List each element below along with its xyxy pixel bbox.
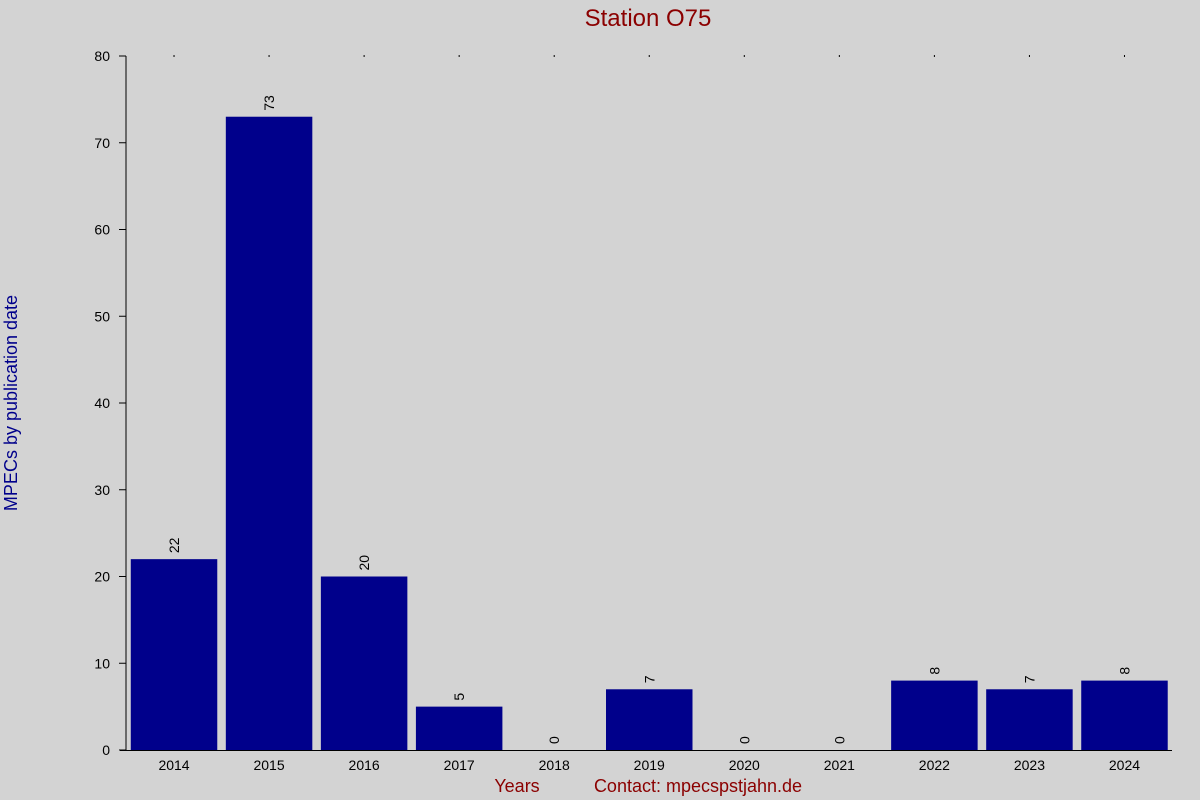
value-label: 0 bbox=[736, 736, 752, 744]
value-label: 73 bbox=[261, 95, 277, 111]
bar bbox=[415, 706, 503, 750]
x-tick-label: 2015 bbox=[253, 757, 284, 773]
bar bbox=[1081, 680, 1168, 750]
y-tick-label: 40 bbox=[94, 395, 110, 411]
value-label: 5 bbox=[451, 693, 467, 701]
y-tick-label: 30 bbox=[94, 482, 110, 498]
y-tick-label: 70 bbox=[94, 135, 110, 151]
y-tick-label: 80 bbox=[94, 48, 110, 64]
bar bbox=[225, 116, 313, 751]
y-tick-label: 20 bbox=[94, 569, 110, 585]
bar bbox=[891, 680, 978, 750]
value-label: 20 bbox=[356, 555, 372, 571]
y-tick-label: 0 bbox=[102, 742, 110, 758]
value-label: 0 bbox=[831, 736, 847, 744]
x-tick-label: 2020 bbox=[729, 757, 760, 773]
value-label: 7 bbox=[1021, 675, 1037, 683]
chart-title: Station O75 bbox=[585, 5, 712, 32]
value-label: 22 bbox=[166, 537, 182, 553]
bar bbox=[986, 689, 1073, 750]
x-tick-label: 2018 bbox=[539, 757, 570, 773]
value-label: 8 bbox=[1116, 667, 1132, 675]
bar bbox=[606, 689, 693, 750]
x-tick-label: 2016 bbox=[349, 757, 380, 773]
x-tick-label: 2024 bbox=[1109, 757, 1140, 773]
value-label: 7 bbox=[641, 675, 657, 683]
contact-note: Contact: mpecspstjahn.de bbox=[594, 776, 802, 796]
x-axis-label: Years bbox=[494, 776, 539, 796]
x-tick-label: 2022 bbox=[919, 757, 950, 773]
x-tick-label: 2014 bbox=[158, 757, 189, 773]
x-tick-label: 2019 bbox=[634, 757, 665, 773]
y-tick-label: 60 bbox=[94, 222, 110, 238]
x-tick-label: 2017 bbox=[444, 757, 475, 773]
y-tick-label: 50 bbox=[94, 308, 110, 324]
y-axis-label: MPECs by publication date bbox=[1, 295, 21, 511]
x-tick-label: 2021 bbox=[824, 757, 855, 773]
y-tick-label: 10 bbox=[94, 655, 110, 671]
bar bbox=[130, 559, 218, 750]
x-tick-label: 2023 bbox=[1014, 757, 1045, 773]
value-label: 8 bbox=[926, 667, 942, 675]
value-label: 0 bbox=[546, 736, 562, 744]
bar bbox=[320, 576, 408, 750]
